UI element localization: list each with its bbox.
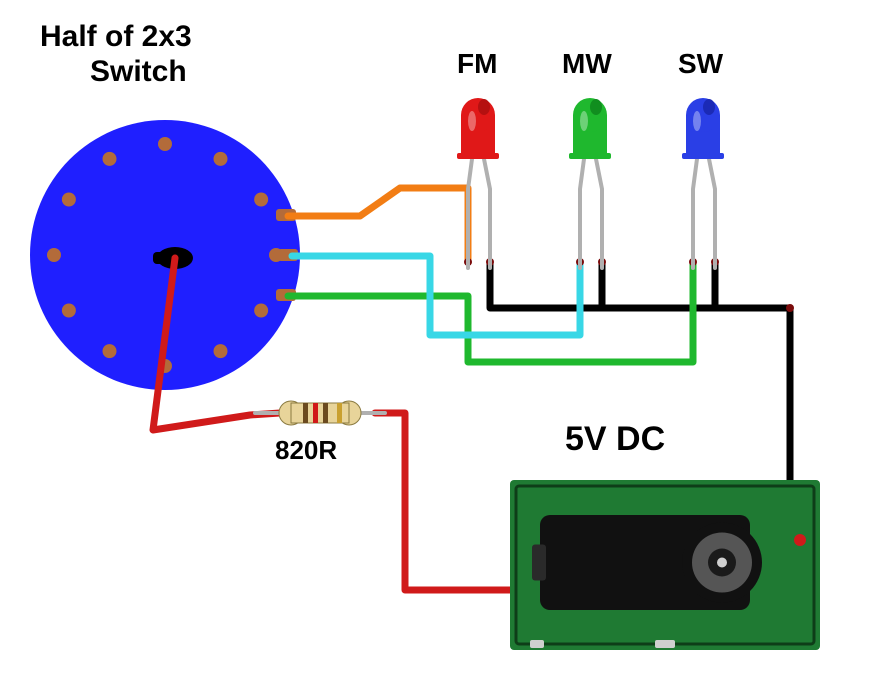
led-mw [569, 98, 611, 268]
led-fm [457, 98, 499, 268]
led-sw [682, 98, 724, 268]
wire-black-sw [715, 262, 752, 308]
dc-jack-5v [510, 480, 820, 650]
wire-orange [288, 188, 468, 262]
circuit-diagram [0, 0, 875, 690]
wire-black-mw [602, 262, 752, 308]
junction-node [786, 304, 794, 312]
resistor-820r [255, 401, 385, 425]
wire-red-b [375, 413, 526, 590]
